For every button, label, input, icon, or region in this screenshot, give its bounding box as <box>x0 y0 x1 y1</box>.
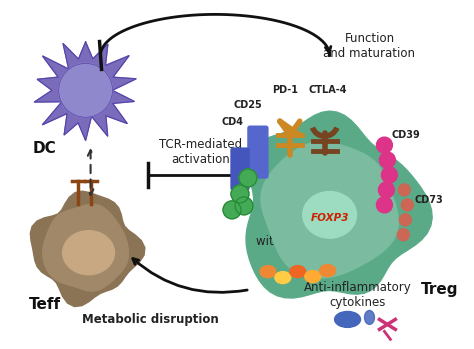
Circle shape <box>235 197 253 215</box>
Circle shape <box>397 229 410 241</box>
Ellipse shape <box>63 231 115 275</box>
Text: DC: DC <box>33 141 56 156</box>
Text: CD73: CD73 <box>414 195 443 205</box>
Text: Function
and maturation: Function and maturation <box>323 31 416 60</box>
Circle shape <box>382 167 397 183</box>
Polygon shape <box>246 111 432 298</box>
Text: Anti-inflammatory
cytokines: Anti-inflammatory cytokines <box>304 281 411 309</box>
Text: Metabolic disruption: Metabolic disruption <box>82 313 219 326</box>
Text: Treg: Treg <box>420 282 458 297</box>
Ellipse shape <box>335 311 361 327</box>
FancyBboxPatch shape <box>231 148 249 190</box>
Ellipse shape <box>303 192 356 238</box>
Circle shape <box>376 197 392 213</box>
Polygon shape <box>43 204 128 291</box>
Circle shape <box>378 182 394 198</box>
Ellipse shape <box>260 266 276 277</box>
Circle shape <box>239 169 257 187</box>
Ellipse shape <box>305 270 321 283</box>
Text: PD-1: PD-1 <box>272 85 298 95</box>
Text: Cytolysis
with granzyme: Cytolysis with granzyme <box>255 220 344 248</box>
Ellipse shape <box>365 311 374 325</box>
Ellipse shape <box>275 272 291 284</box>
Text: CD4: CD4 <box>221 117 243 127</box>
Circle shape <box>59 64 112 117</box>
Text: TCR-mediated
activation: TCR-mediated activation <box>159 138 242 166</box>
FancyBboxPatch shape <box>248 126 268 178</box>
Circle shape <box>223 201 241 219</box>
Text: Teff: Teff <box>29 297 61 312</box>
Circle shape <box>376 137 392 153</box>
Text: FOXP3: FOXP3 <box>310 213 349 223</box>
Text: CD25: CD25 <box>234 100 262 110</box>
Circle shape <box>401 199 413 211</box>
Circle shape <box>398 184 410 196</box>
Ellipse shape <box>319 265 336 277</box>
Circle shape <box>231 185 249 203</box>
Text: CD39: CD39 <box>392 130 420 140</box>
Polygon shape <box>34 42 136 140</box>
Text: CTLA-4: CTLA-4 <box>309 85 347 95</box>
Circle shape <box>379 152 395 168</box>
Circle shape <box>400 214 411 226</box>
Polygon shape <box>261 142 398 278</box>
Ellipse shape <box>290 266 306 277</box>
Polygon shape <box>30 191 145 306</box>
